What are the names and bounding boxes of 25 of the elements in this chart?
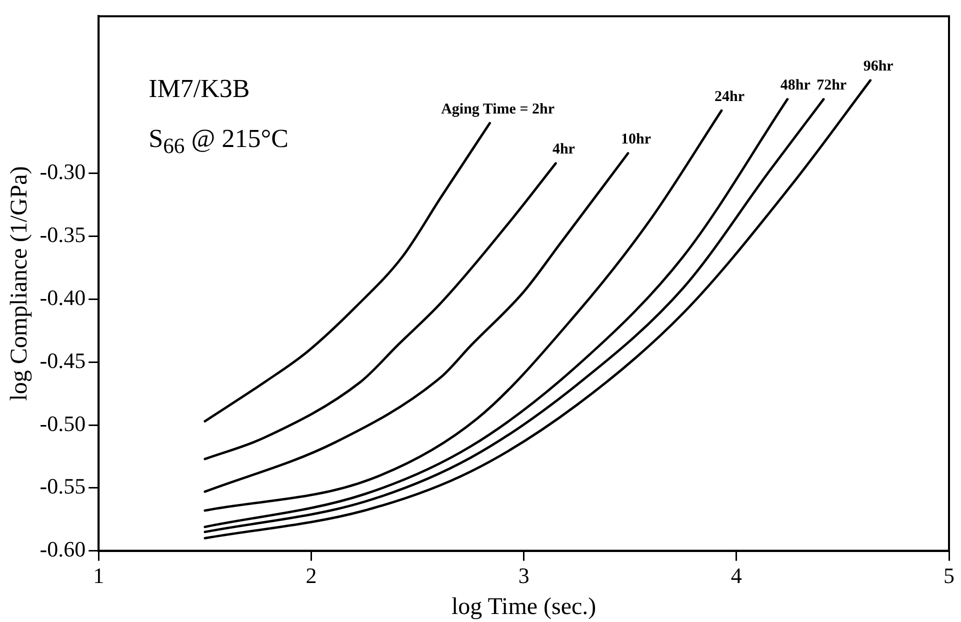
y-tick-label: -0.30 (40, 159, 86, 184)
series-label: 96hr (863, 58, 894, 75)
line-series (204, 152, 630, 493)
series-label: 10hr (620, 132, 652, 148)
x-tick-label: 3 (518, 562, 530, 588)
series-label: Aging Time = 2hr (441, 101, 555, 118)
series-label: 4hr (552, 142, 576, 158)
y-tick-label: -0.60 (40, 536, 86, 562)
y-tick-label: -0.45 (40, 348, 86, 373)
y-tick-label: -0.35 (40, 222, 86, 248)
x-tick-label: 1 (93, 562, 104, 588)
annotation: IM7/K3B (148, 74, 250, 104)
x-tick-label: 5 (944, 562, 954, 588)
y-tick-label: -0.40 (40, 285, 86, 310)
line-series (204, 162, 557, 460)
x-tick-label: 4 (730, 562, 742, 588)
y-tick-label: -0.50 (40, 410, 86, 436)
series-label: 24hr (714, 88, 745, 105)
annotation: S$_{66}$ @ 215°C (148, 124, 288, 160)
x-axis-title: log Time (sec.) (451, 594, 596, 620)
series-label: 48hr (780, 78, 811, 94)
y-tick-label: -0.55 (40, 474, 86, 499)
x-tick-label: 2 (306, 562, 317, 588)
series-label: 72hr (816, 78, 847, 94)
y-axis-title: log Compliance (1/GPa) (6, 166, 33, 401)
